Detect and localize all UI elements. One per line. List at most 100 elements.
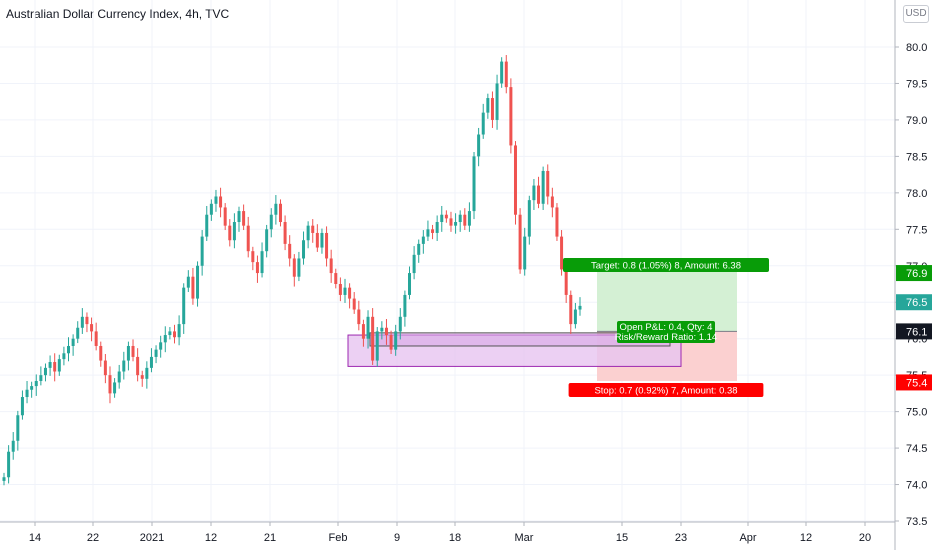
- candle-body: [523, 236, 527, 270]
- price-badge-bg: [896, 374, 932, 391]
- candle-body: [7, 451, 11, 478]
- candle-body: [99, 345, 103, 361]
- stop-label-text: Stop: 0.7 (0.92%) 7, Amount: 0.38: [594, 386, 737, 397]
- target-label-bg: [563, 258, 769, 272]
- candle-body: [292, 258, 296, 277]
- candle-body: [237, 211, 241, 223]
- candle-body: [122, 360, 126, 372]
- candle-body: [288, 243, 292, 259]
- candle-body: [274, 203, 278, 215]
- candle-body: [481, 112, 485, 135]
- price-badge-bg: [896, 294, 932, 311]
- candle-body: [325, 232, 329, 259]
- candle-body: [458, 214, 462, 223]
- candles: [2, 55, 582, 486]
- x-tick-label: Feb: [329, 532, 348, 544]
- candle-body: [302, 240, 306, 259]
- candle-body: [200, 236, 204, 266]
- chart-title: Australian Dollar Currency Index, 4h, TV…: [6, 7, 230, 21]
- candle-body: [532, 185, 536, 201]
- candle-body: [320, 232, 324, 248]
- candle-body: [20, 397, 24, 416]
- candle-body: [16, 415, 20, 441]
- pnl-text: Open P&L: 0.4, Qty: 4: [620, 322, 713, 333]
- candle-body: [408, 273, 412, 295]
- candle-body: [297, 258, 301, 277]
- candle-body: [518, 214, 522, 270]
- candle-body: [196, 265, 200, 299]
- candle-body: [140, 375, 144, 379]
- candle-body: [205, 214, 209, 237]
- candle-body: [154, 349, 158, 357]
- candle-body: [569, 294, 573, 325]
- candle-body: [477, 134, 481, 157]
- candle-body: [186, 276, 190, 288]
- candle-body: [560, 236, 564, 270]
- candle-body: [490, 98, 494, 120]
- candle-body: [131, 345, 135, 357]
- candle-body: [269, 214, 273, 230]
- candle-body: [366, 316, 370, 339]
- candle-body: [136, 356, 140, 376]
- candle-body: [417, 243, 421, 255]
- x-tick-label: 18: [449, 532, 461, 544]
- candle-body: [329, 258, 333, 274]
- x-tick-label: 12: [800, 532, 812, 544]
- candle-body: [306, 225, 310, 241]
- candle-body: [25, 389, 29, 398]
- candle-body: [394, 331, 398, 350]
- candle-body: [578, 305, 582, 310]
- price-badge-text: 75.4: [906, 377, 927, 389]
- x-tick-label: 9: [394, 532, 400, 544]
- y-tick-label: 79.5: [906, 78, 927, 90]
- candle-body: [555, 207, 559, 237]
- candle-body: [546, 170, 550, 197]
- x-tick-label: 23: [675, 532, 687, 544]
- candle-body: [265, 229, 269, 252]
- currency-button[interactable]: USD: [903, 5, 929, 23]
- candle-body: [228, 225, 232, 241]
- candle-body: [172, 331, 176, 338]
- y-tick-label: 78.0: [906, 188, 927, 200]
- candle-body: [527, 200, 531, 237]
- candle-body: [380, 327, 384, 332]
- candle-body: [94, 331, 98, 346]
- candle-body: [426, 229, 430, 237]
- candle-body: [412, 254, 416, 274]
- pnl-label-bg: [617, 321, 715, 343]
- y-tick-label: 77.5: [906, 224, 927, 236]
- candle-body: [348, 287, 352, 299]
- candle-body: [375, 331, 379, 361]
- candle-body: [71, 338, 75, 346]
- candle-body: [495, 83, 499, 120]
- x-tick-label: 2021: [140, 532, 164, 544]
- candle-body: [126, 345, 130, 361]
- candle-body: [454, 222, 458, 226]
- price-badge: 76.9: [896, 265, 932, 282]
- price-badge-text: 76.5: [906, 297, 927, 309]
- position-labels: Target: 0.8 (1.05%) 8, Amount: 6.38 Stop:…: [563, 258, 769, 397]
- candle-body: [76, 327, 80, 339]
- candle-body: [242, 211, 246, 226]
- candle-body: [34, 380, 38, 387]
- candle-body: [209, 203, 213, 215]
- candle-body: [513, 145, 517, 215]
- candle-body: [57, 359, 61, 372]
- stop-label: Stop: 0.7 (0.92%) 7, Amount: 0.38: [568, 383, 764, 397]
- candle-body: [444, 214, 448, 219]
- rr-text: Risk/Reward Ratio: 1.14: [615, 332, 717, 343]
- position-tool[interactable]: [347, 269, 737, 381]
- candle-body: [338, 284, 342, 295]
- candle-body: [39, 375, 43, 381]
- candle-body: [214, 196, 218, 204]
- price-badge: 76.5: [896, 294, 932, 311]
- candle-body: [255, 262, 259, 274]
- candle-body: [509, 87, 513, 146]
- candle-body: [315, 232, 319, 248]
- candle-body: [371, 316, 375, 361]
- candle-body: [53, 362, 57, 372]
- x-tick-label: Mar: [515, 532, 534, 544]
- candle-body: [159, 342, 163, 350]
- candle-body: [398, 316, 402, 332]
